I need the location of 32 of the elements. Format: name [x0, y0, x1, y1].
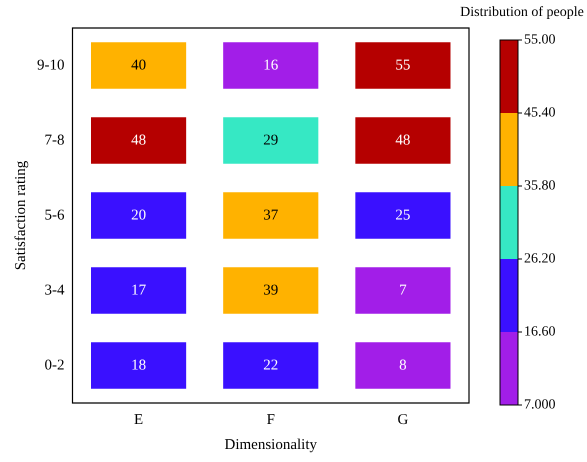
data-label: 7 [399, 282, 408, 298]
x-tick-label: F [266, 412, 275, 428]
color-bar-label: 26.20 [524, 252, 556, 267]
data-label: 39 [263, 282, 278, 298]
data-label: 20 [131, 207, 146, 224]
y-tick-label: 3-4 [44, 282, 65, 298]
data-label: 29 [263, 132, 278, 148]
y-axis-title: Satisfaction rating [12, 160, 29, 270]
data-label: 48 [131, 132, 146, 148]
color-bar-label: 55.00 [524, 32, 556, 48]
data-label: 16 [263, 57, 279, 74]
color-bar-label: 7.000 [524, 398, 556, 413]
color-bar-label: 35.80 [524, 178, 556, 194]
x-tick-label: G [397, 412, 408, 428]
y-tick-label: 0-2 [44, 357, 64, 374]
data-label: 40 [131, 57, 146, 74]
data-label: 17 [131, 282, 147, 298]
data-label: 18 [131, 357, 146, 374]
y-tick-label: 9-10 [36, 57, 64, 74]
data-label: 25 [395, 207, 410, 224]
data-label: 55 [395, 57, 410, 74]
color-bar-title: Distribution of people [460, 5, 584, 20]
color-bar-label: 16.60 [524, 324, 556, 340]
x-axis-title: Dimensionality [224, 436, 318, 453]
data-label: 8 [399, 357, 407, 374]
data-label: 37 [263, 207, 279, 224]
x-tick-label: E [134, 412, 144, 428]
y-tick-label: 5-6 [44, 207, 65, 224]
data-label: 48 [395, 132, 410, 148]
y-tick-label: 7-8 [44, 132, 64, 148]
color-bar-label: 45.40 [524, 106, 556, 121]
data-label: 22 [263, 357, 278, 374]
